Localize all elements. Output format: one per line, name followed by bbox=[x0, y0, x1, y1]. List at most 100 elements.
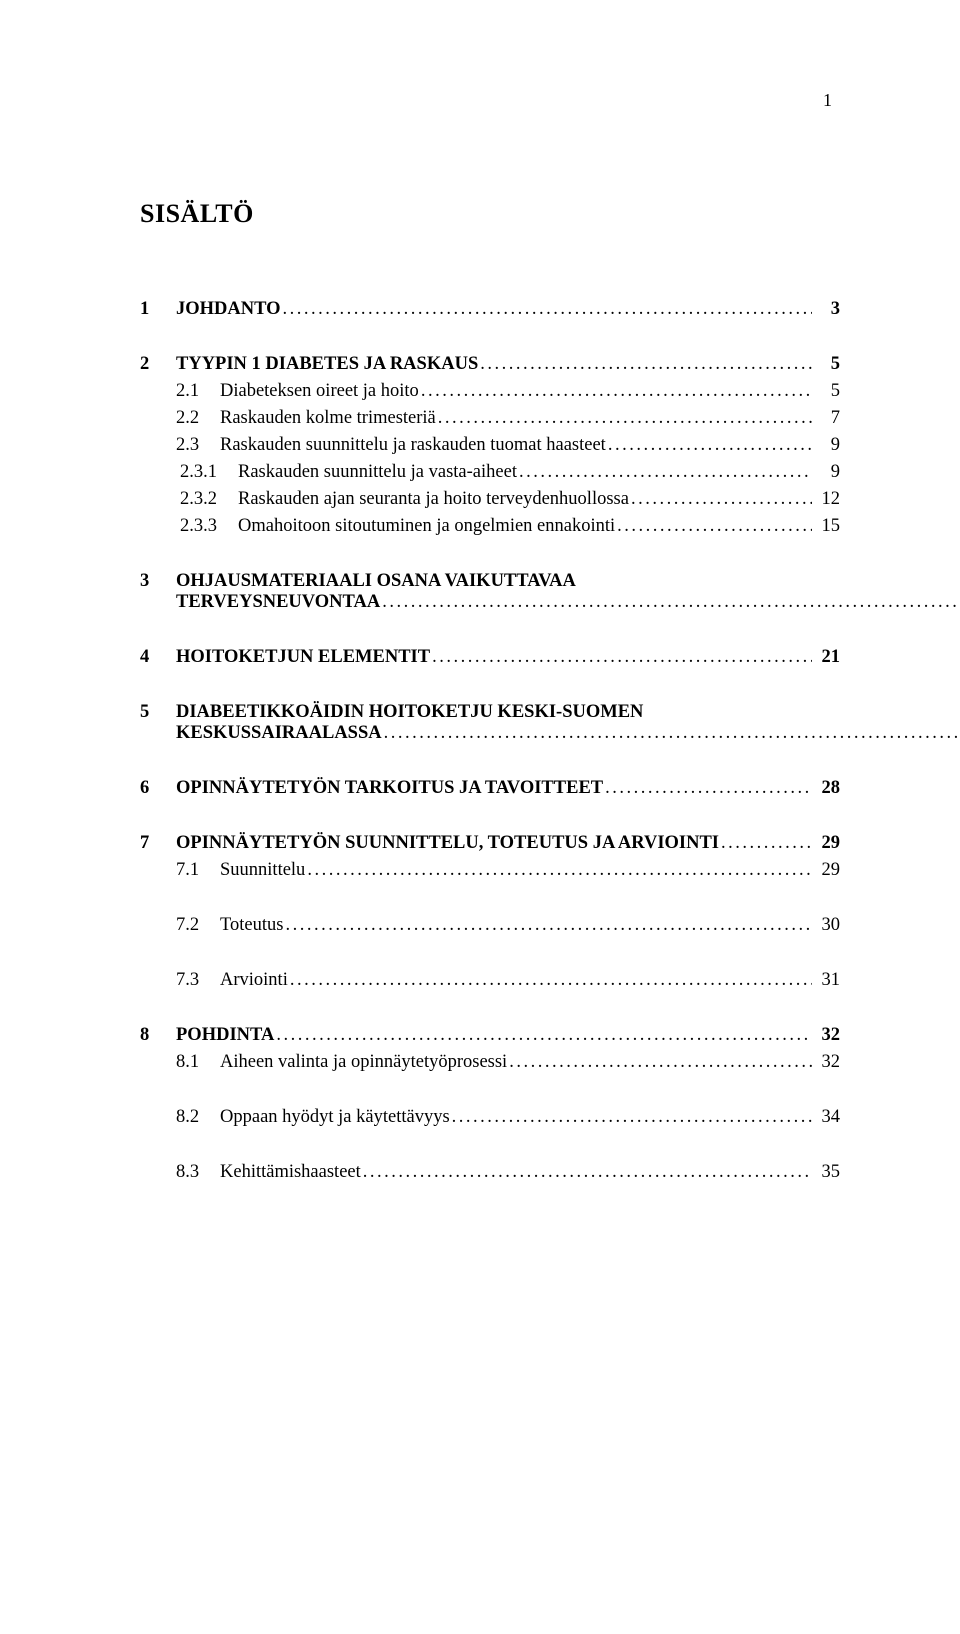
toc-entry-page: 12 bbox=[812, 489, 840, 510]
toc-entry-page: 29 bbox=[812, 860, 840, 881]
toc-entry-page: 31 bbox=[812, 970, 840, 991]
page-title: SISÄLTÖ bbox=[140, 199, 840, 229]
toc-leader-dots: ........................................… bbox=[450, 1107, 812, 1128]
toc-entry: 5DIABEETIKKOÄIDIN HOITOKETJU KESKI-SUOME… bbox=[140, 702, 840, 744]
toc-leader-dots: ........................................… bbox=[382, 723, 960, 744]
toc-entry-number: 2.2 bbox=[176, 408, 220, 429]
toc-entry-number: 8 bbox=[140, 1025, 176, 1046]
toc-entry-label: OHJAUSMATERIAALI OSANA VAIKUTTAVAA bbox=[176, 571, 960, 592]
toc-leader-dots: ........................................… bbox=[281, 299, 812, 320]
toc-entry: 2.3Raskauden suunnittelu ja raskauden tu… bbox=[140, 435, 840, 456]
toc-entry-page: 29 bbox=[812, 833, 840, 854]
toc-leader-dots: ........................................… bbox=[719, 833, 812, 854]
spacer bbox=[140, 1134, 840, 1162]
toc-entry: 2.3.3Omahoitoon sitoutuminen ja ongelmie… bbox=[140, 516, 840, 537]
toc-entry-page: 30 bbox=[812, 915, 840, 936]
toc-entry: 2TYYPIN 1 DIABETES JA RASKAUS...........… bbox=[140, 354, 840, 375]
toc-entry-label: Suunnittelu bbox=[220, 860, 305, 881]
spacer bbox=[140, 942, 840, 970]
toc-leader-dots: ........................................… bbox=[507, 1052, 812, 1073]
spacer bbox=[140, 750, 840, 778]
toc-leader-dots: ........................................… bbox=[603, 778, 812, 799]
toc-entry: 2.1Diabeteksen oireet ja hoito..........… bbox=[140, 381, 840, 402]
toc-entry: 7.3Arviointi............................… bbox=[140, 970, 840, 991]
toc-entry-number: 7.2 bbox=[176, 915, 220, 936]
toc-entry-label: Raskauden suunnittelu ja raskauden tuoma… bbox=[220, 435, 606, 456]
toc-entry-number: 1 bbox=[140, 299, 176, 320]
toc-entry: 8POHDINTA...............................… bbox=[140, 1025, 840, 1046]
toc-entry-number: 2.3.2 bbox=[180, 489, 238, 510]
toc-entry-label: Omahoitoon sitoutuminen ja ongelmien enn… bbox=[238, 516, 615, 537]
toc-entry: 2.3.1Raskauden suunnittelu ja vasta-aihe… bbox=[140, 462, 840, 483]
toc-entry-label: Diabeteksen oireet ja hoito bbox=[220, 381, 419, 402]
toc-entry-number: 6 bbox=[140, 778, 176, 799]
toc-entry-page: 3 bbox=[812, 299, 840, 320]
page-number: 1 bbox=[140, 90, 840, 111]
toc-entry-number: 8.3 bbox=[176, 1162, 220, 1183]
toc-entry: 4HOITOKETJUN ELEMENTIT..................… bbox=[140, 647, 840, 668]
toc-entry-number: 7.3 bbox=[176, 970, 220, 991]
toc-entry-label: Aiheen valinta ja opinnäytetyöprosessi bbox=[220, 1052, 507, 1073]
spacer bbox=[140, 674, 840, 702]
toc-entry-page: 32 bbox=[812, 1052, 840, 1073]
toc-entry-page: 21 bbox=[812, 647, 840, 668]
toc-leader-dots: ........................................… bbox=[274, 1025, 812, 1046]
toc-entry-number: 2.3 bbox=[176, 435, 220, 456]
spacer bbox=[140, 326, 840, 354]
toc-entry: 6OPINNÄYTETYÖN TARKOITUS JA TAVOITTEET..… bbox=[140, 778, 840, 799]
toc-leader-dots: ........................................… bbox=[361, 1162, 812, 1183]
toc-entry-page: 28 bbox=[812, 778, 840, 799]
toc-entry-number: 2 bbox=[140, 354, 176, 375]
toc-entry-page: 32 bbox=[812, 1025, 840, 1046]
toc-entry-number: 7.1 bbox=[176, 860, 220, 881]
toc-entry: 7OPINNÄYTETYÖN SUUNNITTELU, TOTEUTUS JA … bbox=[140, 833, 840, 854]
toc-leader-dots: ........................................… bbox=[288, 970, 812, 991]
toc-entry-number: 2.3.3 bbox=[180, 516, 238, 537]
toc-entry: 7.1Suunnittelu..........................… bbox=[140, 860, 840, 881]
toc-entry: 3OHJAUSMATERIAALI OSANA VAIKUTTAVAATERVE… bbox=[140, 571, 840, 613]
toc-leader-dots: ........................................… bbox=[430, 647, 812, 668]
toc-entry: 8.1Aiheen valinta ja opinnäytetyöprosess… bbox=[140, 1052, 840, 1073]
toc-entry-page: 35 bbox=[812, 1162, 840, 1183]
toc-entry: 8.3Kehittämishaasteet...................… bbox=[140, 1162, 840, 1183]
toc-entry-number: 2.1 bbox=[176, 381, 220, 402]
toc-entry-page: 34 bbox=[812, 1107, 840, 1128]
toc-entry-number: 4 bbox=[140, 647, 176, 668]
spacer bbox=[140, 887, 840, 915]
toc-leader-dots: ........................................… bbox=[283, 915, 812, 936]
toc-entry: 1JOHDANTO...............................… bbox=[140, 299, 840, 320]
toc-entry-page: 9 bbox=[812, 462, 840, 483]
toc-entry-label: DIABEETIKKOÄIDIN HOITOKETJU KESKI-SUOMEN bbox=[176, 702, 960, 723]
toc-entry-number: 5 bbox=[140, 702, 176, 723]
toc-leader-dots: ........................................… bbox=[615, 516, 812, 537]
spacer bbox=[140, 997, 840, 1025]
toc-entry-number: 3 bbox=[140, 571, 176, 592]
toc-entry-label: Toteutus bbox=[220, 915, 283, 936]
toc-entry-label: Raskauden ajan seuranta ja hoito terveyd… bbox=[238, 489, 629, 510]
toc-entry-label: POHDINTA bbox=[176, 1025, 274, 1046]
toc-entry-number: 7 bbox=[140, 833, 176, 854]
toc-leader-dots: ........................................… bbox=[436, 408, 812, 429]
toc-leader-dots: ........................................… bbox=[517, 462, 812, 483]
toc-leader-dots: ........................................… bbox=[629, 489, 812, 510]
toc-entry-label: Raskauden suunnittelu ja vasta-aiheet bbox=[238, 462, 517, 483]
toc-leader-dots: ........................................… bbox=[380, 592, 960, 613]
toc-leader-dots: ........................................… bbox=[305, 860, 812, 881]
spacer bbox=[140, 805, 840, 833]
toc-entry-label: TERVEYSNEUVONTAA bbox=[176, 592, 380, 613]
toc-leader-dots: ........................................… bbox=[478, 354, 812, 375]
toc-entry: 8.2Oppaan hyödyt ja käytettävyys........… bbox=[140, 1107, 840, 1128]
toc-entry-label: TYYPIN 1 DIABETES JA RASKAUS bbox=[176, 354, 478, 375]
toc-entry-number: 2.3.1 bbox=[180, 462, 238, 483]
toc-entry-page: 15 bbox=[812, 516, 840, 537]
toc-leader-dots: ........................................… bbox=[419, 381, 812, 402]
toc-entry-label: Kehittämishaasteet bbox=[220, 1162, 361, 1183]
toc-entry-page: 9 bbox=[812, 435, 840, 456]
toc-entry: 2.3.2Raskauden ajan seuranta ja hoito te… bbox=[140, 489, 840, 510]
spacer bbox=[140, 1079, 840, 1107]
toc-entry-label: OPINNÄYTETYÖN TARKOITUS JA TAVOITTEET bbox=[176, 778, 603, 799]
toc-entry-page: 7 bbox=[812, 408, 840, 429]
toc-entry-label: Oppaan hyödyt ja käytettävyys bbox=[220, 1107, 450, 1128]
toc-entry-label: JOHDANTO bbox=[176, 299, 281, 320]
toc-entry-label: OPINNÄYTETYÖN SUUNNITTELU, TOTEUTUS JA A… bbox=[176, 833, 719, 854]
